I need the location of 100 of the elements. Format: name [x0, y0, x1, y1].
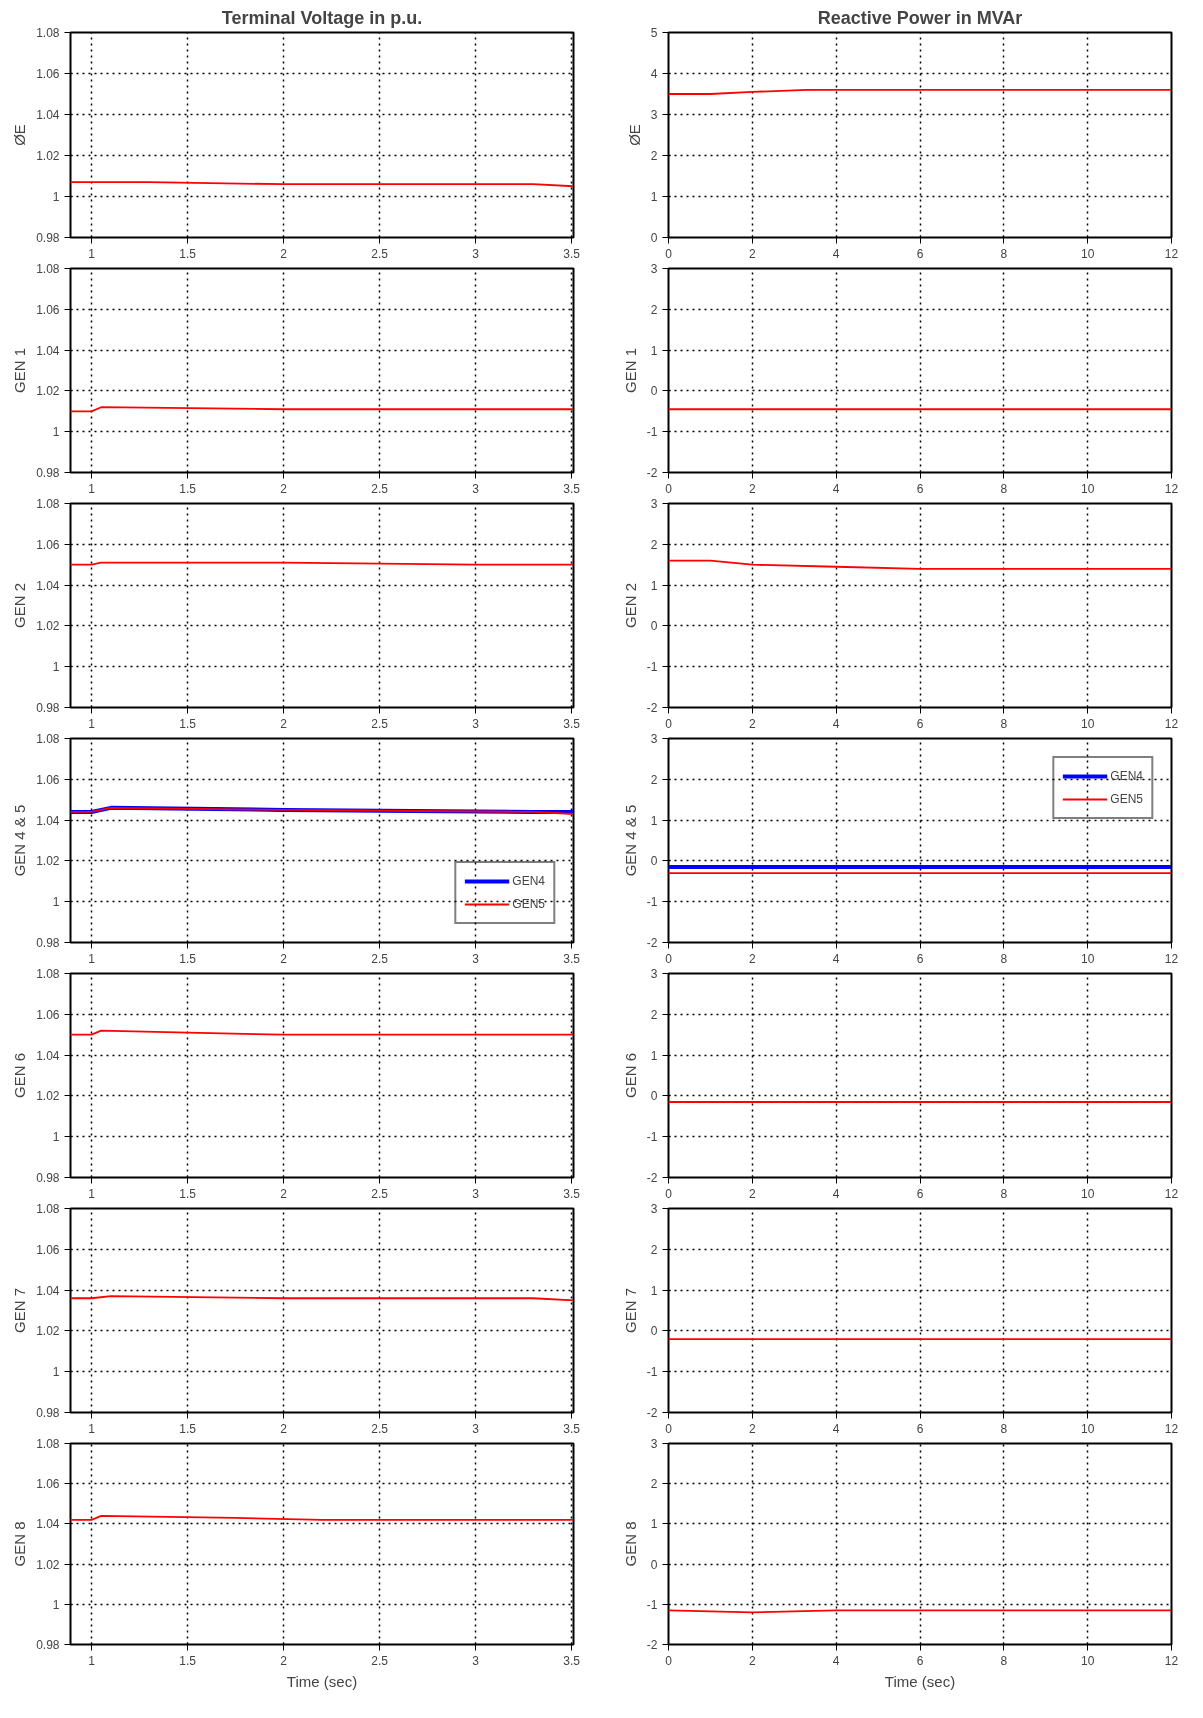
y-tick-label: 1 — [52, 1365, 60, 1380]
x-tick-label: 2 — [749, 1653, 756, 1668]
y-tick-label: 1.02 — [36, 1324, 60, 1339]
y-tick-label: 0.98 — [36, 1638, 60, 1652]
y-tick-label: 1.06 — [36, 1007, 60, 1022]
y-tick-label: 0 — [650, 1324, 658, 1339]
y-tick-label: 1.02 — [36, 1557, 60, 1572]
y-axis-title: GEN 8 — [11, 1521, 29, 1567]
y-tick-label: -1 — [646, 895, 658, 910]
x-tick-label: 3 — [472, 1186, 480, 1201]
y-tick-label: -2 — [646, 466, 658, 480]
y-tick-label: -2 — [646, 1638, 658, 1652]
x-tick-label: 4 — [832, 481, 840, 496]
y-tick-label: 1.04 — [36, 343, 60, 358]
y-tick-label: 2 — [650, 772, 658, 787]
y-tick-label: 0.98 — [36, 701, 60, 715]
x-tick-label: 3 — [472, 951, 480, 966]
x-tick-label: 2 — [749, 246, 756, 261]
y-tick-label: 0.98 — [36, 936, 60, 950]
y-tick-label: 1 — [650, 1283, 658, 1298]
y-tick-label: 3 — [650, 967, 658, 981]
y-tick-label: 0.98 — [36, 466, 60, 480]
y-tick-label: 1.08 — [36, 1437, 60, 1451]
x-tick-label: 10 — [1080, 1653, 1095, 1668]
y-tick-label: 4 — [650, 67, 658, 81]
x-tick-label: 12 — [1164, 246, 1179, 261]
y-tick-label: 1.06 — [36, 772, 60, 787]
y-tick-label: 2 — [650, 1007, 658, 1022]
y-tick-label: -1 — [646, 660, 658, 675]
x-tick-label: 1 — [88, 1653, 96, 1668]
y-tick-label: 1.04 — [36, 1048, 60, 1063]
x-tick-label: 2 — [749, 716, 756, 731]
x-axis-title: Time (sec) — [884, 1672, 956, 1690]
y-axis-title: GEN 7 — [621, 1287, 639, 1334]
y-axis-title: GEN 1 — [11, 347, 29, 394]
x-tick-label: 4 — [832, 246, 840, 261]
y-tick-label: 3 — [650, 497, 658, 511]
y-tick-label: 2 — [650, 1242, 658, 1257]
x-tick-label: 3 — [472, 1421, 480, 1436]
y-tick-label: 1.06 — [36, 1242, 60, 1257]
y-tick-label: 3 — [650, 108, 658, 122]
y-axis-title: GEN 7 — [11, 1287, 29, 1334]
y-tick-label: -2 — [646, 936, 658, 950]
x-tick-label: 6 — [916, 481, 924, 496]
x-tick-label: 2 — [749, 1421, 756, 1436]
x-tick-label: 2 — [280, 1186, 288, 1201]
x-tick-label: 3.5 — [563, 1186, 581, 1201]
y-tick-label: 1.02 — [36, 854, 60, 869]
y-tick-label: 1.02 — [36, 1089, 60, 1104]
x-tick-label: 2 — [749, 1186, 756, 1201]
y-tick-label: 1.08 — [36, 497, 60, 511]
y-tick-label: 1.08 — [36, 967, 60, 981]
x-tick-label: 2.5 — [371, 1653, 389, 1668]
y-tick-label: 1 — [52, 660, 60, 675]
x-tick-label: 3.5 — [563, 1653, 581, 1668]
y-tick-label: 0 — [650, 854, 658, 869]
y-tick-label: 1 — [650, 813, 658, 828]
x-tick-label: 2 — [280, 1421, 288, 1436]
x-tick-label: 10 — [1080, 1421, 1095, 1436]
y-tick-label: 2 — [650, 1477, 658, 1492]
y-tick-label: 1 — [52, 190, 60, 204]
x-tick-label: 1 — [88, 1421, 96, 1436]
x-tick-label: 1.5 — [179, 481, 197, 496]
x-tick-label: 1.5 — [179, 1653, 197, 1668]
x-tick-label: 2.5 — [371, 481, 389, 496]
y-tick-label: 1.06 — [36, 67, 60, 81]
x-tick-label: 4 — [832, 1653, 840, 1668]
y-tick-label: -1 — [646, 1130, 658, 1145]
legend-label: GEN5 — [512, 897, 545, 911]
x-tick-label: 10 — [1080, 246, 1095, 261]
y-tick-label: -1 — [646, 425, 658, 440]
y-tick-label: 0.98 — [36, 1171, 60, 1185]
y-tick-label: 3 — [650, 262, 658, 276]
y-tick-label: 1.04 — [36, 1517, 60, 1532]
x-tick-label: 6 — [916, 1186, 924, 1201]
x-tick-label: 0 — [665, 1421, 673, 1436]
y-axis-title: GEN 4 & 5 — [11, 804, 29, 877]
x-tick-label: 3.5 — [563, 246, 581, 261]
x-tick-label: 2 — [280, 716, 288, 731]
legend-label: GEN4 — [512, 874, 545, 888]
x-tick-label: 1 — [88, 951, 96, 966]
x-tick-label: 10 — [1080, 481, 1095, 496]
x-tick-label: 6 — [916, 716, 924, 731]
x-tick-label: 4 — [832, 1421, 840, 1436]
x-tick-label: 8 — [1000, 1186, 1008, 1201]
y-tick-label: 1.02 — [36, 619, 60, 634]
y-tick-label: 1.08 — [36, 732, 60, 746]
x-tick-label: 2.5 — [371, 1186, 389, 1201]
y-tick-label: 3 — [650, 732, 658, 746]
chart-title: Terminal Voltage in p.u. — [221, 7, 423, 28]
x-tick-label: 0 — [665, 1653, 673, 1668]
x-tick-label: 2 — [280, 1653, 288, 1668]
x-tick-label: 1 — [88, 481, 96, 496]
y-tick-label: 5 — [650, 26, 658, 40]
y-axis-title: GEN 8 — [621, 1521, 639, 1567]
x-tick-label: 2.5 — [371, 951, 389, 966]
x-tick-label: 0 — [665, 481, 673, 496]
x-tick-label: 6 — [916, 951, 924, 966]
x-tick-label: 0 — [665, 951, 673, 966]
x-tick-label: 6 — [916, 1421, 924, 1436]
